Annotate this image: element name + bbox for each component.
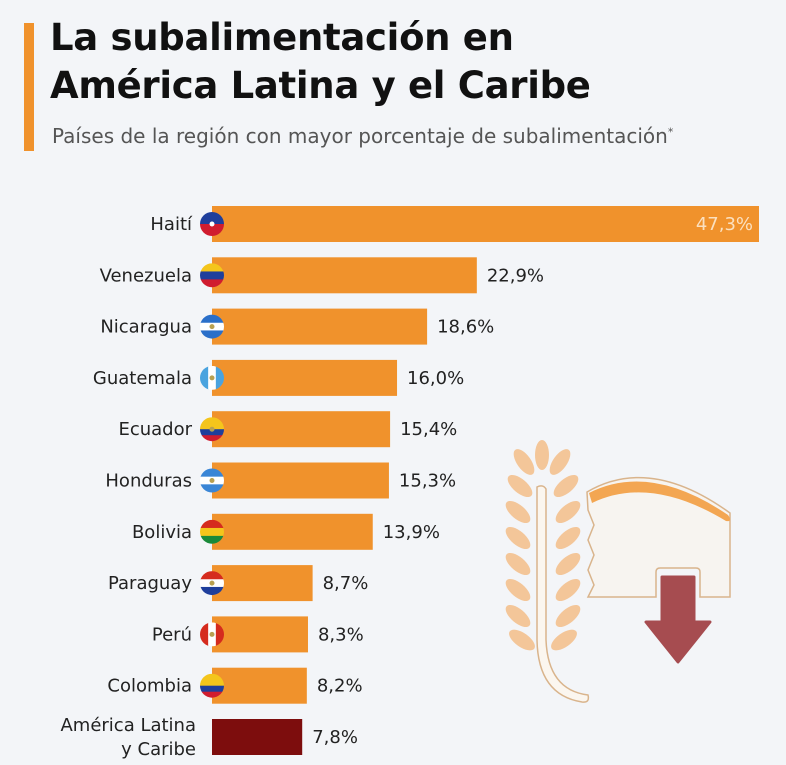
guatemala-flag-icon (200, 365, 224, 390)
category-label: Guatemala (93, 368, 192, 389)
honduras-flag-icon (200, 468, 224, 493)
wheat-bread-down-arrow-icon (505, 440, 731, 703)
venezuela-flag-icon (200, 263, 224, 288)
bar-3 (212, 359, 398, 396)
value-label: 15,3% (399, 471, 456, 492)
title-line-2: América Latina y el Caribe (50, 64, 591, 107)
bread-crust (589, 481, 731, 522)
page-title: La subalimentación en América Latina y e… (50, 14, 770, 110)
bar-2 (212, 308, 428, 345)
wheat-icon (505, 440, 581, 651)
category-label: Ecuador (118, 419, 192, 440)
category-label: Bolivia (132, 522, 192, 543)
bolivia-flag-icon (200, 519, 224, 544)
category-label: Paraguay (108, 573, 192, 594)
subtitle: Países de la región con mayor porcentaje… (52, 124, 673, 148)
value-label: 8,3% (318, 624, 364, 645)
subtitle-footnote-mark: * (667, 125, 674, 139)
bar-7 (212, 565, 313, 602)
bar-0 (212, 206, 759, 242)
value-label: 22,9% (487, 265, 544, 286)
value-label: 16,0% (407, 368, 464, 389)
haiti-flag-icon (200, 212, 224, 236)
category-label: Haití (150, 214, 193, 235)
ecuador-flag-icon (200, 417, 224, 442)
paraguay-flag-icon (200, 571, 224, 596)
value-label: 8,2% (317, 676, 363, 697)
bar-10 (212, 719, 303, 755)
category-label: Colombia (107, 676, 192, 697)
title-line-1: La subalimentación en (50, 16, 514, 59)
bread-icon (586, 476, 731, 598)
down-arrow-icon (644, 575, 712, 664)
peru-flag-icon (200, 622, 224, 647)
category-label: Venezuela (100, 265, 192, 286)
value-label: 7,8% (312, 727, 358, 748)
value-label: 15,4% (400, 419, 457, 440)
bar-5 (212, 462, 389, 499)
value-label: 8,7% (323, 573, 369, 594)
category-label: América Latina y Caribe (60, 715, 196, 760)
bar-6 (212, 513, 373, 550)
nicaragua-flag-icon (200, 314, 224, 339)
subtitle-text: Países de la región con mayor porcentaje… (52, 124, 668, 148)
colombia-flag-icon (200, 673, 224, 698)
value-label: 18,6% (437, 317, 494, 338)
category-label: Honduras (105, 471, 192, 492)
category-label: Perú (152, 624, 192, 645)
wheat-stem (536, 485, 590, 703)
bar-8 (212, 616, 308, 653)
bar-9 (212, 667, 307, 704)
value-label: 47,3% (696, 214, 753, 235)
category-label: Nicaragua (100, 317, 192, 338)
bar-1 (212, 257, 477, 294)
bar-4 (212, 411, 391, 448)
title-accent-bar (24, 23, 34, 151)
value-label: 13,9% (383, 522, 440, 543)
